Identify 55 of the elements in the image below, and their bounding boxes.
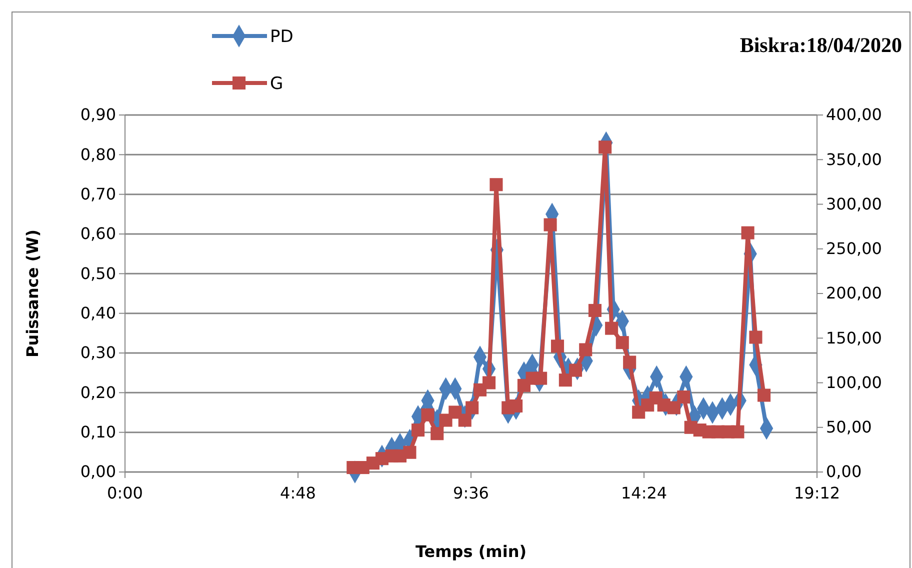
legend-label: PD — [270, 27, 294, 47]
point — [605, 322, 618, 335]
point — [510, 399, 523, 412]
x-tick-label: 0:00 — [107, 484, 143, 503]
point — [749, 330, 762, 344]
point — [616, 336, 629, 350]
y-tick-label: 0,70 — [80, 184, 116, 204]
point — [558, 374, 572, 387]
point — [588, 304, 602, 317]
y-tick-label: 0,80 — [80, 144, 116, 164]
y2-tick-label: 150,00 — [826, 328, 882, 348]
point — [623, 356, 636, 369]
y-tick-label: 0,00 — [80, 462, 116, 482]
point — [741, 226, 754, 240]
y2-tick-label: 200,00 — [826, 284, 882, 303]
point — [412, 424, 425, 437]
point — [403, 446, 416, 459]
y2-tick-label: 350,00 — [826, 150, 882, 169]
y2-tick-label: 300,00 — [826, 194, 882, 214]
point — [430, 427, 444, 440]
y2-tick-label: 100,00 — [826, 372, 882, 392]
point — [482, 376, 496, 390]
y-tick-label: 0,90 — [80, 105, 116, 124]
point — [731, 425, 744, 438]
y2-tick-label: 400,00 — [826, 105, 882, 124]
point — [534, 372, 548, 385]
point — [421, 408, 434, 422]
y-tick-label: 0,30 — [80, 343, 116, 362]
point — [458, 414, 472, 427]
point — [598, 140, 612, 154]
y-tick-label: 0,10 — [80, 422, 116, 442]
y-tick-label: 0,20 — [80, 382, 116, 402]
point — [466, 401, 479, 414]
y-axis-title: Puissance (W) — [23, 229, 42, 358]
point — [677, 390, 690, 404]
y2-tick-label: 50,00 — [826, 417, 872, 436]
y-tick-label: 0,40 — [80, 303, 116, 322]
y-tick-label: 0,60 — [80, 224, 116, 244]
point — [758, 388, 771, 402]
chart-title: Biskra:18/04/2020 — [740, 33, 902, 57]
y2-tick-label: 250,00 — [826, 238, 882, 258]
x-axis-title: Temps (min) — [415, 542, 527, 561]
y2-tick-label: 0,00 — [826, 462, 862, 482]
point — [544, 218, 557, 232]
x-tick-label: 9:36 — [453, 484, 489, 503]
point — [667, 401, 680, 414]
x-tick-label: 14:24 — [620, 484, 668, 503]
y-tick-label: 0,50 — [80, 264, 116, 283]
legend-label: G — [270, 74, 284, 94]
x-tick-label: 4:48 — [280, 484, 316, 503]
point — [490, 178, 503, 192]
x-tick-label: 19:12 — [794, 484, 840, 503]
point — [579, 343, 592, 356]
point — [569, 364, 582, 377]
point — [550, 340, 564, 353]
